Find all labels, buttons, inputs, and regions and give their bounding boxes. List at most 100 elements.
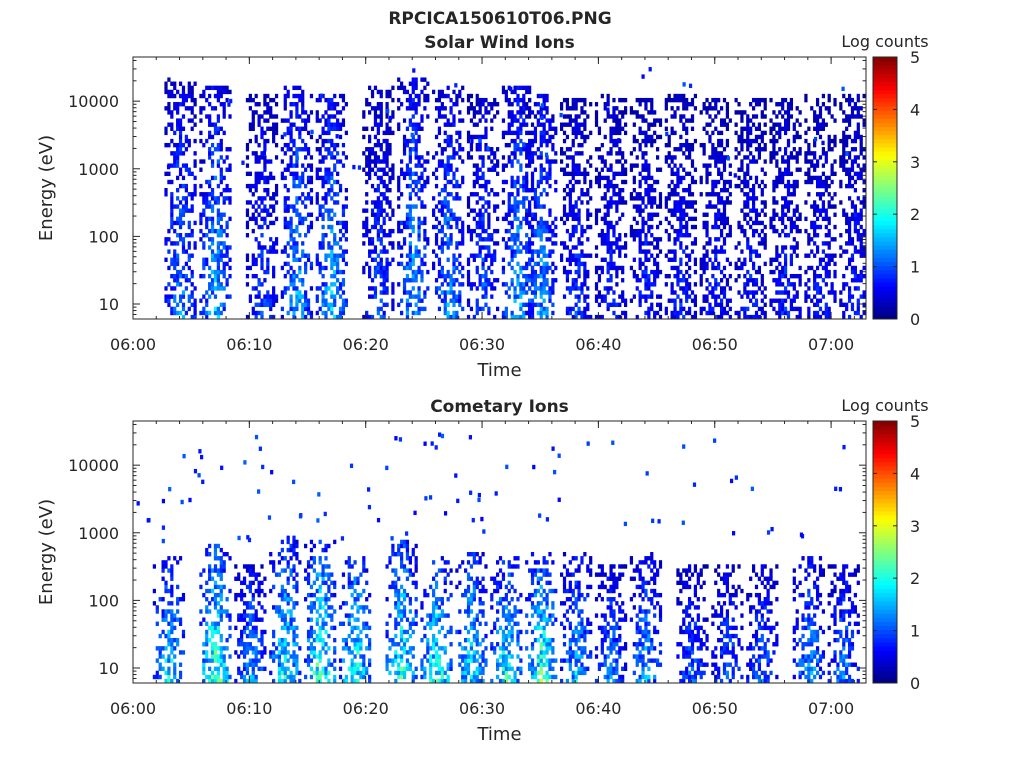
heatmap-cell (298, 294, 302, 299)
heatmap-cell (452, 257, 456, 262)
heatmap-cell (618, 171, 622, 177)
heatmap-cell (528, 220, 532, 226)
heatmap-cell (580, 233, 584, 238)
heatmap-cell (676, 97, 680, 103)
heatmap-cell (292, 310, 296, 316)
heatmap-cell (496, 163, 500, 168)
heatmap-cell (751, 122, 756, 127)
heatmap-cell (612, 126, 616, 131)
heatmap-cell (615, 151, 619, 156)
heatmap-cell (664, 106, 668, 111)
heatmap-cell (641, 216, 645, 222)
heatmap-cell (516, 175, 520, 181)
heatmap-cell (621, 298, 625, 303)
heatmap-cell (783, 306, 788, 312)
heatmap-cell (493, 241, 497, 246)
heatmap-cell (257, 118, 261, 123)
heatmap-cell (676, 269, 680, 275)
heatmap-cell (469, 142, 474, 148)
heatmap-cell (298, 97, 302, 103)
heatmap-cell (615, 159, 619, 164)
heatmap-cell (815, 204, 820, 209)
heatmap-cell (530, 298, 535, 303)
heatmap-cell (783, 147, 788, 152)
heatmap-cell (432, 208, 436, 213)
heatmap-cell (269, 294, 273, 299)
heatmap-cell (571, 282, 575, 287)
heatmap-cell (525, 171, 529, 177)
heatmap-cell (722, 204, 727, 209)
heatmap-cell (714, 278, 718, 283)
heatmap-cell (164, 85, 168, 91)
heatmap-cell (583, 110, 587, 115)
heatmap-cell (760, 114, 764, 119)
heatmap-cell (644, 134, 648, 140)
heatmap-cell (388, 188, 392, 193)
heatmap-cell (751, 220, 756, 226)
heatmap-cell (382, 151, 386, 156)
heatmap-cell (458, 147, 462, 152)
heatmap-cell (813, 241, 817, 246)
heatmap-cell (760, 192, 764, 197)
heatmap-cell (597, 290, 602, 295)
heatmap-cell (719, 278, 724, 283)
heatmap-cell (519, 269, 523, 275)
heatmap-cell (603, 175, 607, 181)
heatmap-cell (850, 114, 855, 119)
heatmap-cell (693, 167, 698, 172)
heatmap-cell (330, 245, 334, 250)
heatmap-cell (580, 286, 584, 291)
heatmap-cell (597, 155, 602, 160)
heatmap-cell (743, 192, 747, 197)
heatmap-cell (813, 114, 817, 119)
heatmap-cell (301, 93, 305, 99)
heatmap-cell (449, 134, 453, 140)
heatmap-cell (263, 118, 267, 123)
heatmap-cell (417, 155, 421, 160)
heatmap-cell (612, 241, 616, 246)
heatmap-cell (423, 237, 427, 242)
heatmap-cell (589, 314, 593, 320)
heatmap-cell (315, 298, 319, 303)
heatmap-cell (600, 142, 604, 148)
heatmap-cell (170, 179, 174, 185)
heatmap-cell (178, 233, 183, 238)
heatmap-cell (280, 118, 284, 123)
heatmap-cell (530, 253, 535, 258)
heatmap-cell (548, 237, 552, 242)
heatmap-cell (379, 179, 383, 185)
heatmap-cell (847, 102, 852, 107)
heatmap-cell (516, 118, 520, 123)
heatmap-cell (176, 175, 180, 181)
heatmap-cell (324, 233, 328, 238)
heatmap-cell (321, 179, 325, 185)
heatmap-cell (286, 241, 290, 246)
heatmap-cell (376, 183, 380, 189)
heatmap-cell (455, 167, 459, 172)
heatmap-cell (301, 310, 305, 316)
heatmap-cell (164, 257, 168, 262)
heatmap-cell (728, 200, 732, 205)
heatmap-cell (818, 106, 823, 111)
heatmap-cell (283, 200, 287, 205)
heatmap-cell (516, 204, 520, 209)
heatmap-cell (737, 175, 741, 181)
heatmap-cell (376, 167, 380, 172)
heatmap-cell (216, 97, 220, 103)
heatmap-cell (440, 208, 444, 213)
heatmap-cell (542, 175, 546, 181)
heatmap-cell (847, 167, 852, 172)
heatmap-cell (679, 196, 683, 201)
heatmap-cell (571, 245, 575, 250)
heatmap-cell (257, 171, 261, 177)
heatmap-cell (658, 237, 663, 242)
heatmap-cell (845, 216, 849, 222)
heatmap-cell (385, 249, 389, 254)
heatmap-cell (414, 142, 418, 148)
heatmap-cell (577, 294, 581, 299)
heatmap-cell (266, 294, 270, 299)
heatmap-cell (824, 159, 828, 164)
heatmap-cell (711, 118, 715, 123)
heatmap-cell (519, 249, 523, 254)
heatmap-cell (789, 261, 793, 267)
